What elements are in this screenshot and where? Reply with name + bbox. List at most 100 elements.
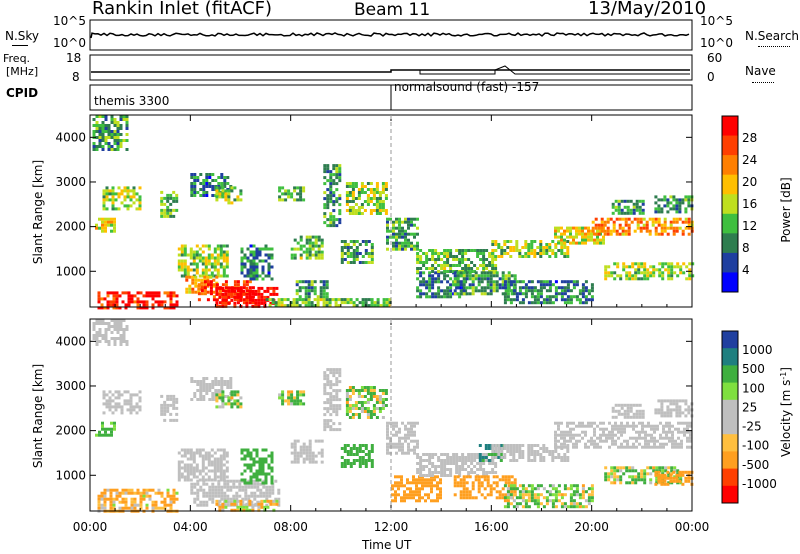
- velocity-cell: [326, 368, 330, 372]
- power-cell: [261, 259, 265, 263]
- velocity-cell: [677, 430, 680, 434]
- velocity-cell: [122, 340, 126, 343]
- velocity-cell: [557, 456, 561, 459]
- power-cell: [317, 247, 321, 251]
- velocity-cell: [255, 454, 259, 458]
- velocity-cell: [211, 500, 215, 504]
- power-cell: [645, 229, 649, 233]
- velocity-cell: [92, 328, 96, 331]
- velocity-cell: [495, 496, 499, 500]
- power-cell: [245, 304, 249, 308]
- velocity-cell: [569, 484, 573, 488]
- power-cell: [560, 286, 564, 290]
- velocity-cell: [357, 389, 361, 392]
- velocity-cell: [436, 484, 439, 488]
- velocity-cell: [689, 421, 692, 425]
- power-cell: [169, 294, 173, 298]
- power-cell: [329, 197, 333, 201]
- velocity-cell: [253, 482, 257, 486]
- velocity-cell: [686, 436, 689, 440]
- velocity-cell: [169, 418, 173, 422]
- velocity-cell: [400, 475, 403, 479]
- velocity-cell: [233, 508, 237, 512]
- power-cell: [248, 301, 252, 305]
- velocity-cell: [130, 500, 134, 504]
- power-cell: [370, 301, 374, 305]
- velocity-cell: [392, 427, 395, 431]
- power-cell: [151, 303, 155, 307]
- power-cell: [688, 277, 692, 281]
- power-cell: [569, 298, 573, 302]
- power-cell: [584, 286, 588, 290]
- velocity-cell: [473, 453, 477, 456]
- power-cell: [395, 247, 398, 251]
- velocity-cell: [329, 413, 333, 417]
- power-cell: [376, 301, 380, 305]
- velocity-cell: [142, 491, 146, 495]
- velocity-cell: [169, 506, 173, 510]
- velocity-cell: [397, 487, 400, 491]
- power-cell: [357, 197, 361, 200]
- velocity-cell: [664, 469, 668, 473]
- power-cell: [611, 211, 615, 215]
- power-cell: [95, 115, 99, 118]
- power-cell: [369, 188, 373, 191]
- velocity-cell: [268, 491, 272, 495]
- velocity-cell: [175, 397, 179, 401]
- velocity-cell: [521, 444, 525, 447]
- velocity-cell: [415, 493, 418, 497]
- power-cell: [316, 298, 320, 302]
- power-cell: [271, 298, 275, 302]
- velocity-cell: [545, 496, 549, 500]
- velocity-cell: [512, 459, 516, 462]
- power-cell: [551, 252, 555, 255]
- power-cell: [386, 235, 389, 239]
- power-cell: [467, 249, 471, 252]
- power-cell: [163, 208, 167, 212]
- power-cell: [127, 303, 131, 307]
- velocity-cell: [224, 499, 228, 503]
- nsky-trace: [90, 32, 690, 39]
- power-cell: [395, 232, 398, 236]
- power-cell: [307, 289, 311, 293]
- power-cell: [675, 201, 679, 205]
- power-cell: [252, 265, 256, 269]
- power-cell: [369, 212, 373, 215]
- velocity-cell: [416, 468, 420, 471]
- power-cell: [428, 258, 432, 261]
- power-cell: [398, 247, 401, 251]
- power-cell: [548, 255, 552, 258]
- velocity-cell: [343, 459, 347, 462]
- power-cell: [369, 191, 373, 194]
- power-cell: [669, 207, 673, 211]
- power-cell: [530, 243, 534, 246]
- velocity-cell: [483, 487, 487, 491]
- power-cell: [456, 274, 460, 278]
- velocity-cell: [632, 421, 635, 425]
- velocity-cell: [211, 392, 215, 395]
- velocity-cell: [332, 395, 336, 399]
- velocity-cell: [210, 478, 214, 482]
- velocity-cell: [384, 389, 388, 392]
- power-cell: [101, 124, 105, 127]
- velocity-cell: [452, 456, 456, 459]
- velocity-cell: [446, 453, 450, 456]
- velocity-cell: [563, 442, 566, 446]
- power-cell: [110, 133, 114, 136]
- power-cell: [600, 223, 604, 227]
- power-cell: [301, 286, 305, 290]
- power-cell: [230, 298, 234, 302]
- velocity-cell: [563, 484, 567, 488]
- power-cell: [688, 274, 692, 278]
- power-cell: [260, 301, 264, 305]
- power-cell: [459, 274, 463, 278]
- velocity-cell: [449, 456, 453, 459]
- velocity-cell: [430, 481, 433, 485]
- power-cell: [512, 292, 516, 296]
- velocity-cell: [404, 427, 407, 431]
- velocity-cell: [211, 482, 215, 486]
- power-cell: [160, 208, 164, 212]
- velocity-cell: [220, 488, 224, 492]
- power-cell: [398, 244, 401, 248]
- power-cell: [684, 217, 688, 221]
